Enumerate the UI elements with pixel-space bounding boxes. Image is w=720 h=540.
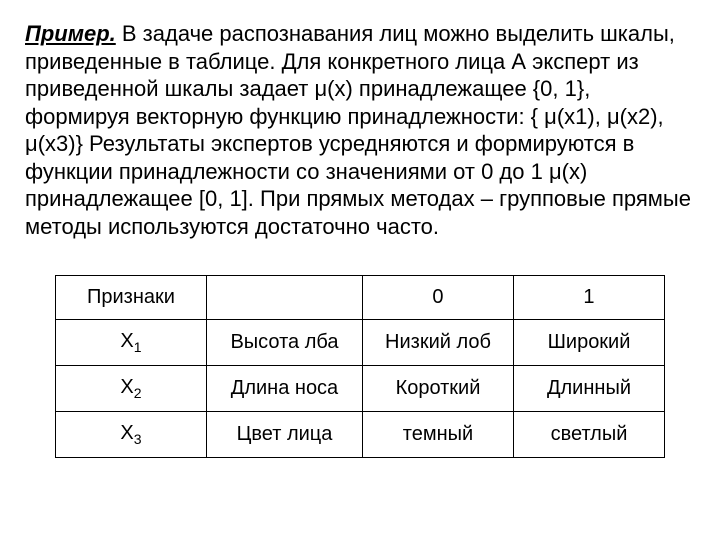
- body-text-3: (x1),: [557, 104, 607, 129]
- table-row: X3 Цвет лица темный светлый: [56, 412, 665, 458]
- desc-cell: Длина носа: [206, 366, 362, 412]
- val1-cell: Широкий: [513, 320, 664, 366]
- example-title: Пример.: [25, 21, 116, 46]
- example-paragraph: Пример. В задаче распознавания лиц можно…: [25, 20, 695, 240]
- feature-sub: 2: [134, 385, 142, 401]
- mu-symbol-1: μ: [314, 76, 327, 101]
- features-table: Признаки 0 1 X1 Высота лба Низкий лоб Ши…: [55, 275, 665, 458]
- feature-cell: X1: [56, 320, 207, 366]
- feature-letter: X: [120, 376, 133, 398]
- val0-cell: Короткий: [363, 366, 514, 412]
- mu-symbol-5: μ: [549, 159, 562, 184]
- feature-cell: X3: [56, 412, 207, 458]
- val0-cell: Низкий лоб: [363, 320, 514, 366]
- val1-cell: светлый: [513, 412, 664, 458]
- mu-symbol-3: μ: [607, 104, 620, 129]
- header-col3: 0: [363, 276, 514, 320]
- header-col4: 1: [513, 276, 664, 320]
- feature-sub: 1: [134, 339, 142, 355]
- table-row: X1 Высота лба Низкий лоб Широкий: [56, 320, 665, 366]
- table-row: X2 Длина носа Короткий Длинный: [56, 366, 665, 412]
- body-text-4: (x2),: [620, 104, 664, 129]
- feature-sub: 3: [134, 431, 142, 447]
- table-header-row: Признаки 0 1: [56, 276, 665, 320]
- desc-cell: Высота лба: [206, 320, 362, 366]
- val0-cell: темный: [363, 412, 514, 458]
- mu-symbol-4: μ: [25, 131, 38, 156]
- header-col1: Признаки: [56, 276, 207, 320]
- feature-cell: X2: [56, 366, 207, 412]
- val1-cell: Длинный: [513, 366, 664, 412]
- feature-letter: X: [120, 422, 133, 444]
- mu-symbol-2: μ: [544, 104, 557, 129]
- desc-cell: Цвет лица: [206, 412, 362, 458]
- body-text-5: (x3)} Результаты экспертов усредняются и…: [25, 131, 634, 184]
- header-col2: [206, 276, 362, 320]
- feature-letter: X: [120, 330, 133, 352]
